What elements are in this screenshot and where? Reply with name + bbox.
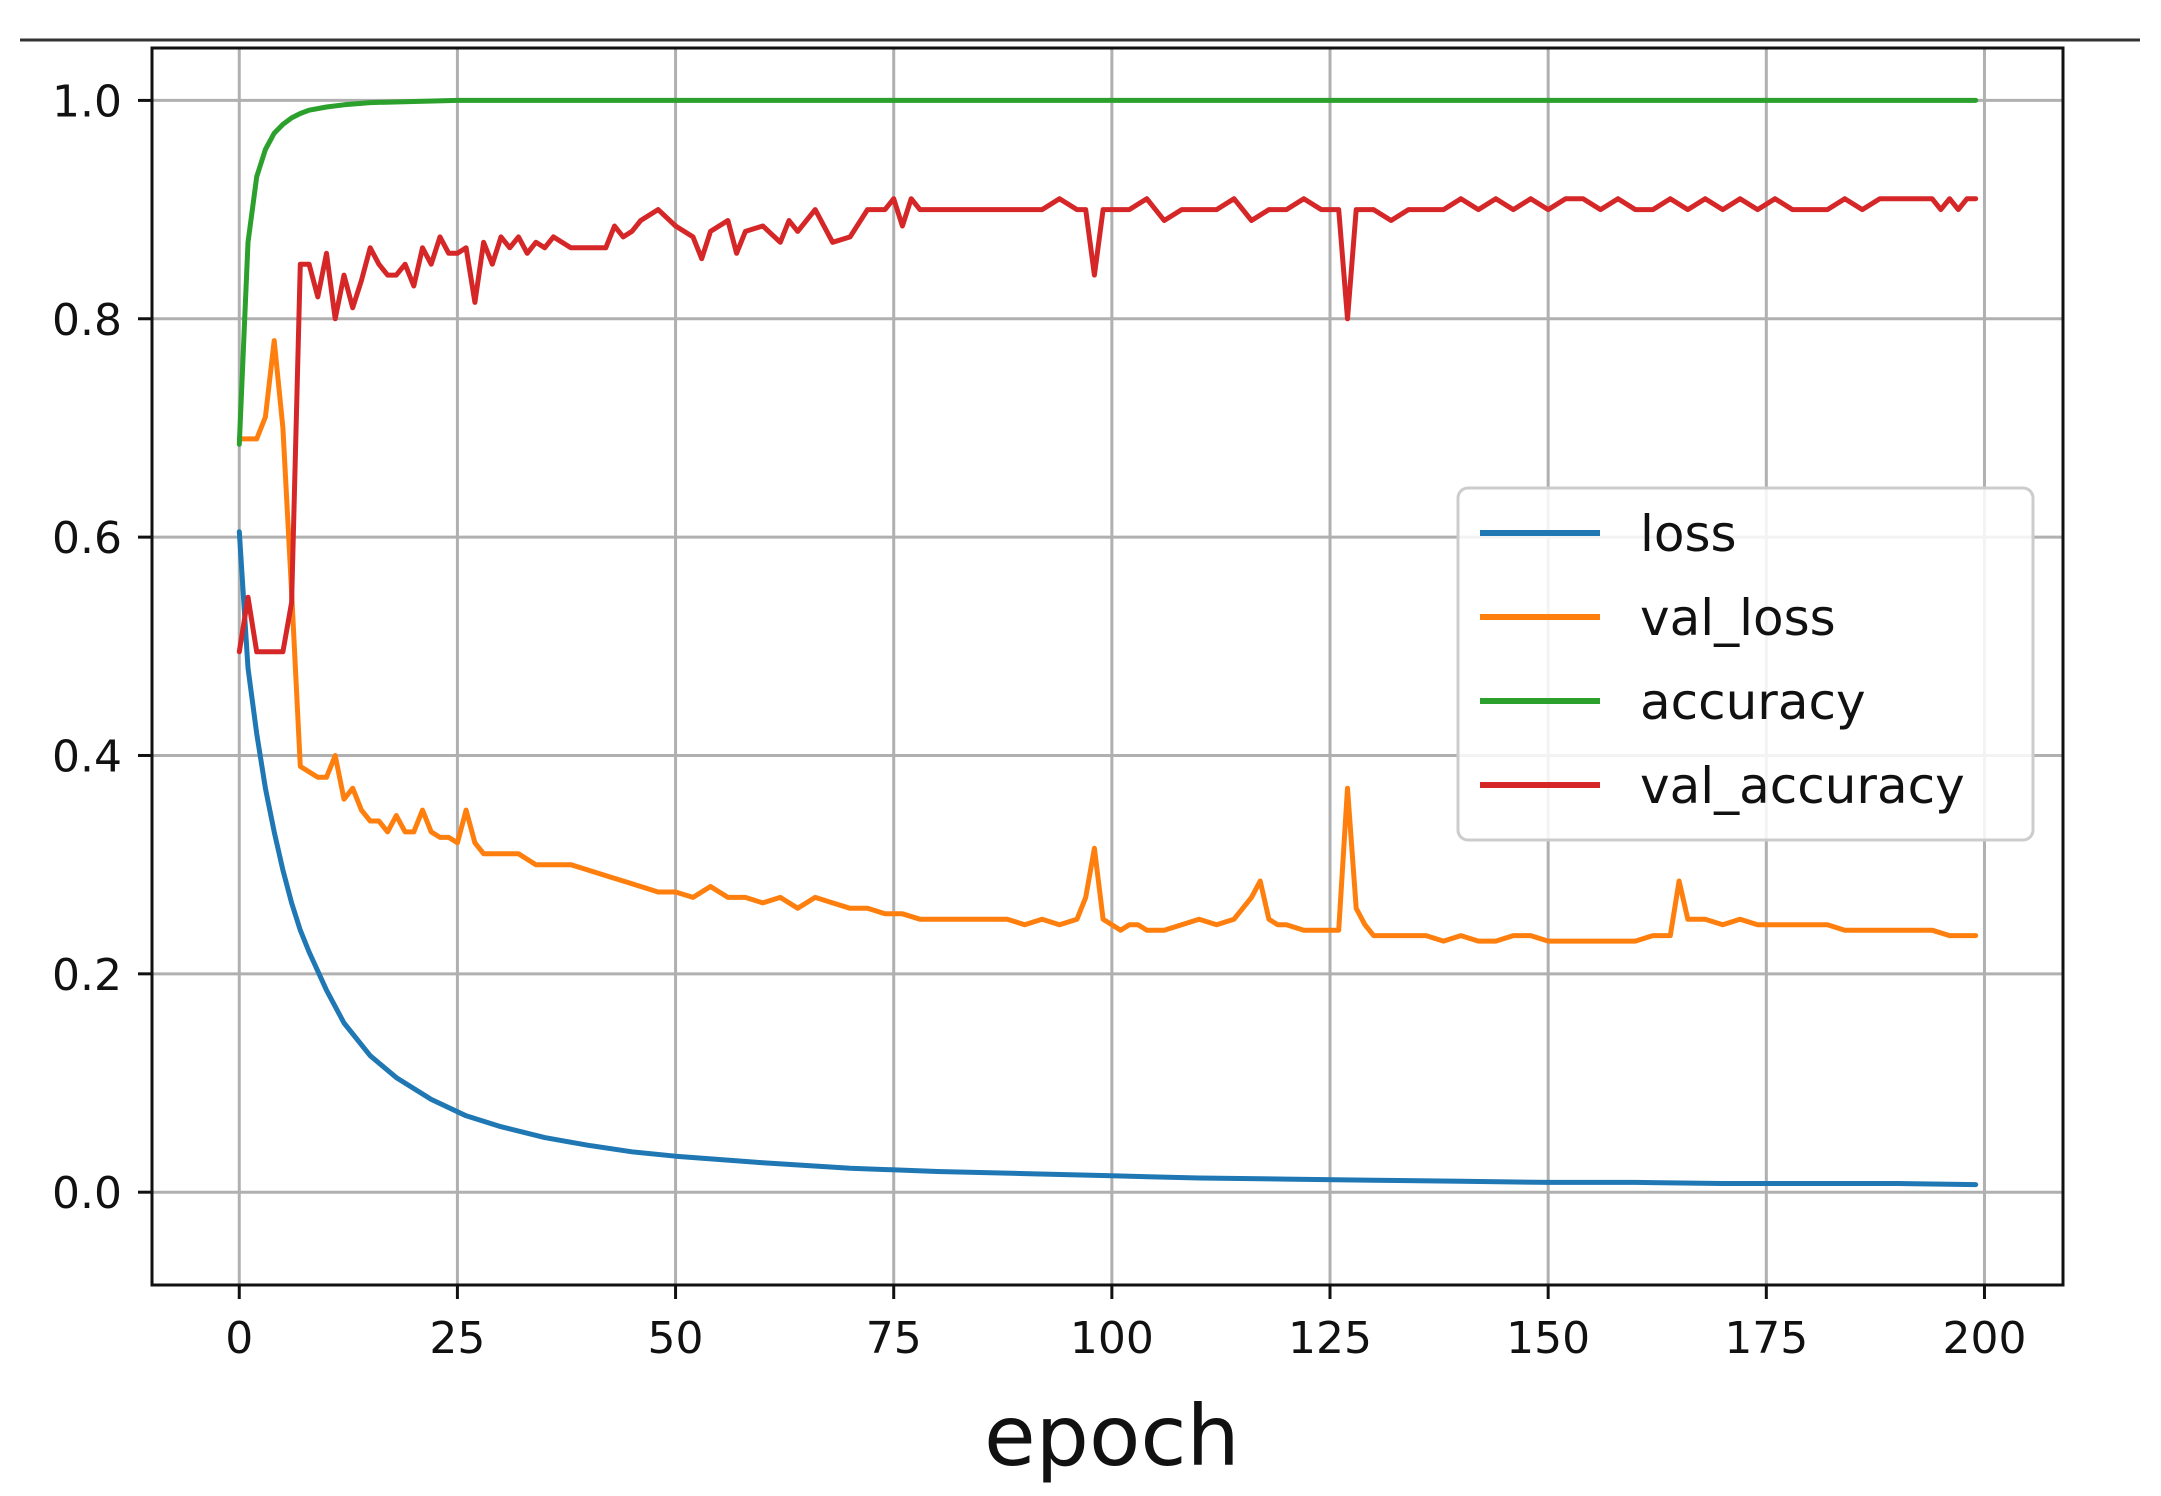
x-tick-label: 0 — [225, 1313, 253, 1364]
legend-label-loss: loss — [1640, 505, 1737, 563]
series-layer — [236, 97, 1979, 1188]
series-line-val-loss — [236, 338, 1979, 944]
legend: loss val_loss accuracy val_accuracy — [1456, 486, 2035, 842]
x-tick-label: 50 — [648, 1313, 704, 1364]
x-tick-label: 25 — [429, 1313, 485, 1364]
x-axis-label: epoch — [984, 1387, 1240, 1485]
plot-frame — [150, 46, 2065, 1287]
x-tick-label: 100 — [1070, 1313, 1154, 1364]
legend-label-val-accuracy: val_accuracy — [1640, 757, 1965, 815]
series-line-loss — [236, 529, 1979, 1188]
series-line-val-accuracy — [236, 196, 1979, 655]
x-tick-label: 150 — [1506, 1313, 1590, 1364]
y-tick-label: 0.0 — [52, 1168, 122, 1219]
x-tick-label: 200 — [1942, 1313, 2026, 1364]
x-tick-label: 125 — [1288, 1313, 1372, 1364]
y-tick-label: 0.2 — [52, 950, 122, 1001]
y-tick-label: 0.6 — [52, 513, 122, 564]
ticks-layer: 0 25 50 75 100 125 150 175 200 0.0 0.2 0.4 0.6 0.8 1.0 — [52, 76, 2026, 1364]
y-tick-label: 1.0 — [52, 76, 122, 127]
legend-label-val-loss: val_loss — [1640, 589, 1836, 647]
legend-box — [1456, 486, 2035, 842]
x-tick-label: 75 — [866, 1313, 922, 1364]
y-tick-label: 0.8 — [52, 295, 122, 346]
y-tick-label: 0.4 — [52, 731, 122, 782]
series-line-accuracy — [236, 97, 1979, 447]
x-tick-label: 175 — [1724, 1313, 1808, 1364]
legend-label-accuracy: accuracy — [1640, 673, 1866, 731]
